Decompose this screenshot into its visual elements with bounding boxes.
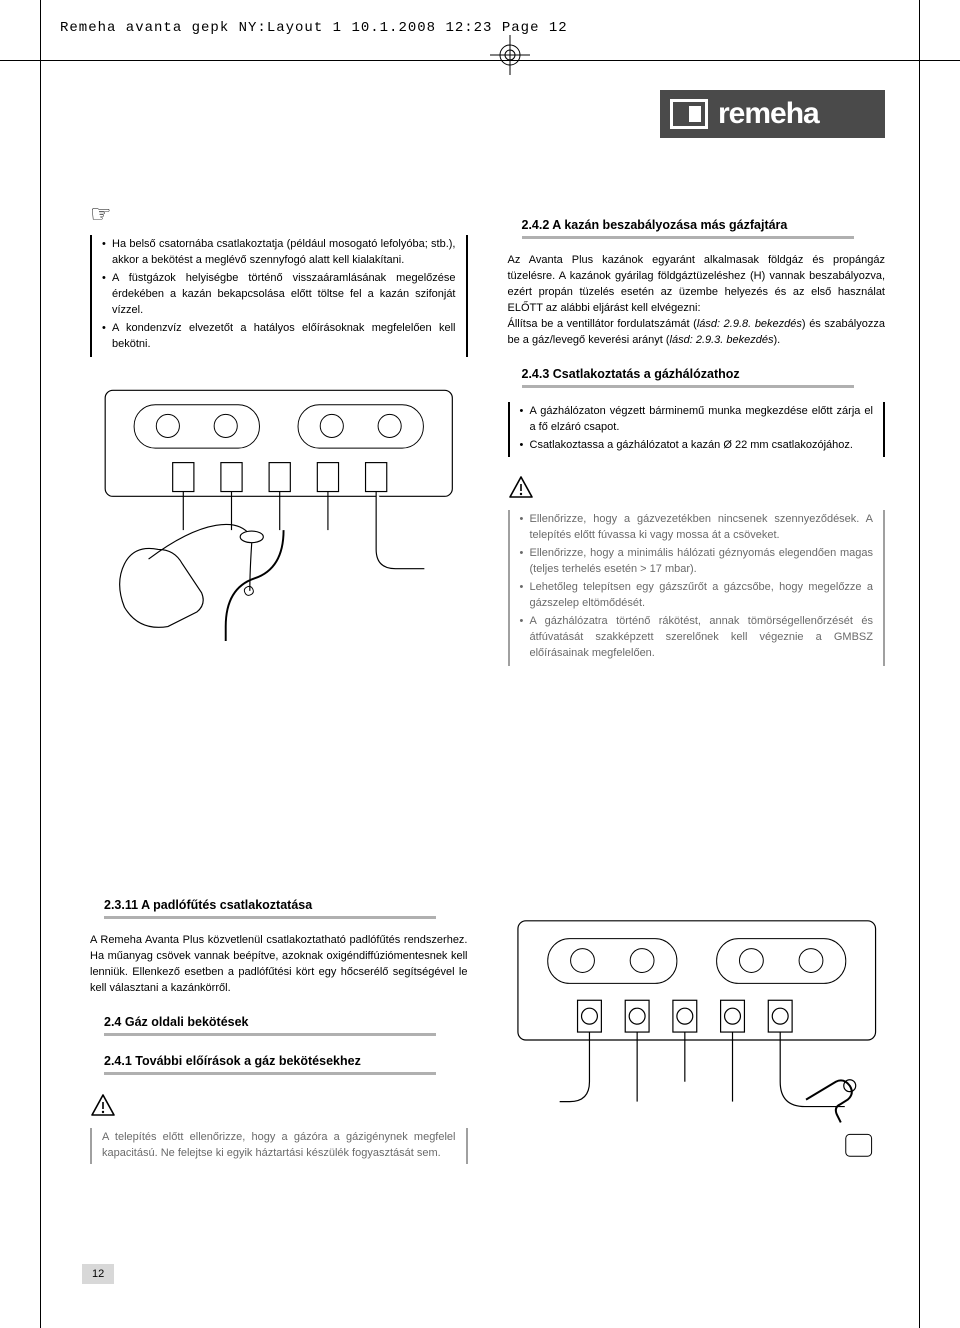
note-item: Csatlakoztassa a gázhálózatot a kazán Ø … bbox=[520, 438, 874, 454]
paragraph-2-3-11: A Remeha Avanta Plus közvetlenül csatlak… bbox=[90, 933, 468, 997]
title-underline bbox=[104, 1072, 436, 1075]
page-number: 12 bbox=[82, 1264, 114, 1284]
illustration-siphon-fill bbox=[90, 371, 468, 641]
title-underline bbox=[522, 236, 854, 239]
note-item: A gázhálózaton végzett bárminemű munka m… bbox=[520, 404, 874, 436]
warning-item: Ellenőrizze, hogy a minimális hálózati g… bbox=[520, 546, 874, 578]
pointer-hand-icon: ☞ bbox=[90, 200, 468, 229]
section-title-2-4: 2.4 Gáz oldali bekötések bbox=[104, 1015, 468, 1029]
section-title-2-4-2: 2.4.2 A kazán beszabályozása más gázfajt… bbox=[522, 218, 886, 232]
right-column: 2.4.2 A kazán beszabályozása más gázfajt… bbox=[508, 200, 886, 680]
paragraph-2-4-2: Az Avanta Plus kazánok egyaránt alkalmas… bbox=[508, 253, 886, 349]
note-box-siphon: Ha belső csatornába csatlakoztatja (péld… bbox=[90, 235, 468, 357]
title-underline bbox=[522, 385, 854, 388]
warning-text: A telepítés előtt ellenőrizze, hogy a gá… bbox=[102, 1131, 456, 1159]
note-item: A füstgázok helyiségbe történő visszaára… bbox=[102, 271, 456, 319]
left-column: ☞ Ha belső csatornába csatlakoztatja (pé… bbox=[90, 200, 468, 680]
right-column-lower bbox=[508, 880, 886, 1204]
section-title-2-3-11: 2.3.11 A padlófűtés csatlakoztatása bbox=[104, 898, 468, 912]
brand-logo-text: remeha bbox=[718, 97, 819, 131]
lower-columns: 2.3.11 A padlófűtés csatlakoztatása A Re… bbox=[90, 880, 885, 1204]
warning-item: Lehetőleg telepítsen egy gázszűrőt a gáz… bbox=[520, 580, 874, 612]
note-item: Ha belső csatornába csatlakoztatja (péld… bbox=[102, 237, 456, 269]
left-column-lower: 2.3.11 A padlófűtés csatlakoztatása A Re… bbox=[90, 880, 468, 1204]
section-title-2-4-3: 2.4.3 Csatlakoztatás a gázhálózathoz bbox=[522, 367, 886, 381]
warning-item: Ellenőrizze, hogy a gázvezetékben nincse… bbox=[520, 512, 874, 544]
crop-top-line bbox=[0, 60, 960, 61]
warning-triangle-icon bbox=[508, 475, 534, 499]
upper-columns: ☞ Ha belső csatornába csatlakoztatja (pé… bbox=[90, 200, 885, 680]
brand-logo: remeha bbox=[660, 90, 885, 138]
warning-box-gas: Ellenőrizze, hogy a gázvezetékben nincse… bbox=[508, 510, 886, 665]
illustration-gas-connection bbox=[508, 890, 886, 1190]
warning-item: A gázhálózatra történő rákötést, annak t… bbox=[520, 614, 874, 662]
brand-logo-icon bbox=[670, 99, 708, 129]
warning-triangle-icon bbox=[90, 1093, 116, 1117]
note-item: A kondenzvíz elvezetőt a hatályos előírá… bbox=[102, 321, 456, 353]
title-underline bbox=[104, 1033, 436, 1036]
section-title-2-4-1: 2.4.1 További előírások a gáz bekötésekh… bbox=[104, 1054, 468, 1068]
warning-box-gas-meter: A telepítés előtt ellenőrizze, hogy a gá… bbox=[90, 1128, 468, 1164]
note-box-gas-connect: A gázhálózaton végzett bárminemű munka m… bbox=[508, 402, 886, 458]
title-underline bbox=[104, 916, 436, 919]
